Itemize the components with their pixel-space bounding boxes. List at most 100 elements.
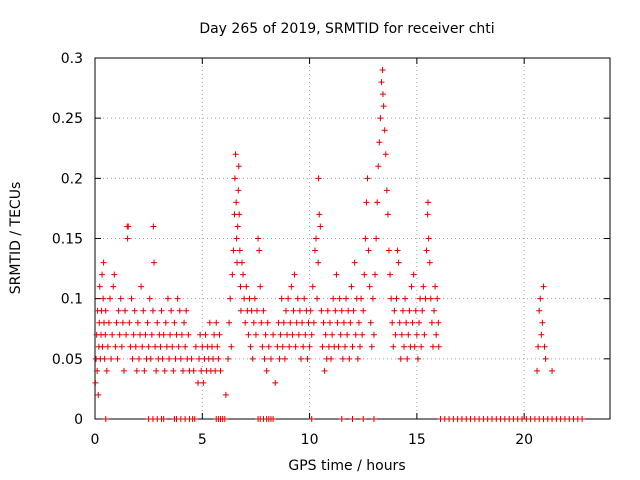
data-point [426, 259, 433, 266]
data-point [328, 355, 335, 362]
data-point [379, 91, 386, 98]
data-point [147, 355, 154, 362]
data-point [215, 355, 222, 362]
data-point [344, 331, 351, 338]
x-tick-label: 5 [198, 432, 207, 448]
data-point [390, 343, 397, 350]
data-point [198, 367, 205, 374]
data-point [252, 331, 259, 338]
data-point [124, 235, 131, 242]
data-point [256, 247, 263, 254]
data-point [424, 211, 431, 218]
data-point [164, 295, 171, 302]
data-point [139, 343, 146, 350]
data-point [413, 331, 420, 338]
data-point [221, 416, 228, 422]
data-point [248, 307, 255, 314]
data-point [119, 319, 126, 326]
data-point [389, 319, 396, 326]
data-point [237, 283, 244, 290]
data-point [227, 295, 234, 302]
data-point [152, 343, 159, 350]
data-point [200, 379, 207, 386]
data-point [272, 379, 279, 386]
data-point [334, 319, 341, 326]
y-axis-label: SRMTID / TECUs [8, 182, 24, 295]
data-point [383, 187, 390, 194]
data-point [103, 367, 110, 374]
data-point [135, 355, 142, 362]
data-point [267, 355, 274, 362]
data-point [366, 283, 373, 290]
data-point [116, 331, 123, 338]
data-point [305, 319, 312, 326]
data-point [157, 343, 164, 350]
data-point [418, 343, 425, 350]
data-point [94, 367, 101, 374]
data-point [351, 259, 358, 266]
data-point [111, 271, 118, 278]
data-point [115, 307, 122, 314]
data-point [295, 331, 302, 338]
data-point [428, 319, 435, 326]
data-point [159, 355, 166, 362]
data-point [412, 307, 419, 314]
data-point [535, 343, 542, 350]
data-point [127, 343, 134, 350]
data-point [330, 295, 337, 302]
data-point [259, 343, 266, 350]
data-point [370, 416, 377, 422]
data-point [279, 343, 286, 350]
data-point [172, 355, 179, 362]
data-point [293, 319, 300, 326]
data-point [163, 343, 170, 350]
data-point [99, 271, 106, 278]
data-point [378, 79, 385, 86]
data-point [373, 235, 380, 242]
data-point [131, 307, 138, 314]
data-point [270, 331, 277, 338]
data-point [110, 283, 117, 290]
data-point [171, 319, 178, 326]
data-point [225, 355, 232, 362]
data-point [338, 416, 345, 422]
data-point [251, 295, 258, 302]
data-point [398, 331, 405, 338]
data-point [176, 307, 183, 314]
data-point [231, 175, 238, 182]
data-point [333, 271, 340, 278]
data-point [216, 331, 223, 338]
data-point [375, 163, 382, 170]
data-point [178, 331, 185, 338]
data-point [431, 307, 438, 314]
data-point [335, 343, 342, 350]
data-point [242, 319, 249, 326]
data-point [149, 307, 156, 314]
data-point [150, 223, 157, 230]
data-point [549, 367, 556, 374]
data-point [433, 331, 440, 338]
data-point [388, 295, 395, 302]
data-point [211, 331, 218, 338]
data-point [372, 271, 379, 278]
data-point [102, 331, 109, 338]
data-point [92, 379, 99, 386]
data-point [314, 295, 321, 302]
data-point [396, 319, 403, 326]
data-point [289, 331, 296, 338]
data-point [120, 367, 127, 374]
data-point [240, 271, 247, 278]
data-point [117, 295, 124, 302]
data-point [118, 343, 125, 350]
data-point [315, 259, 322, 266]
data-point [243, 283, 250, 290]
data-point [338, 307, 345, 314]
data-point [255, 235, 262, 242]
data-point [177, 355, 184, 362]
data-point [349, 343, 356, 350]
data-point [360, 307, 367, 314]
data-point [406, 307, 413, 314]
data-point [367, 319, 374, 326]
data-point [154, 319, 161, 326]
